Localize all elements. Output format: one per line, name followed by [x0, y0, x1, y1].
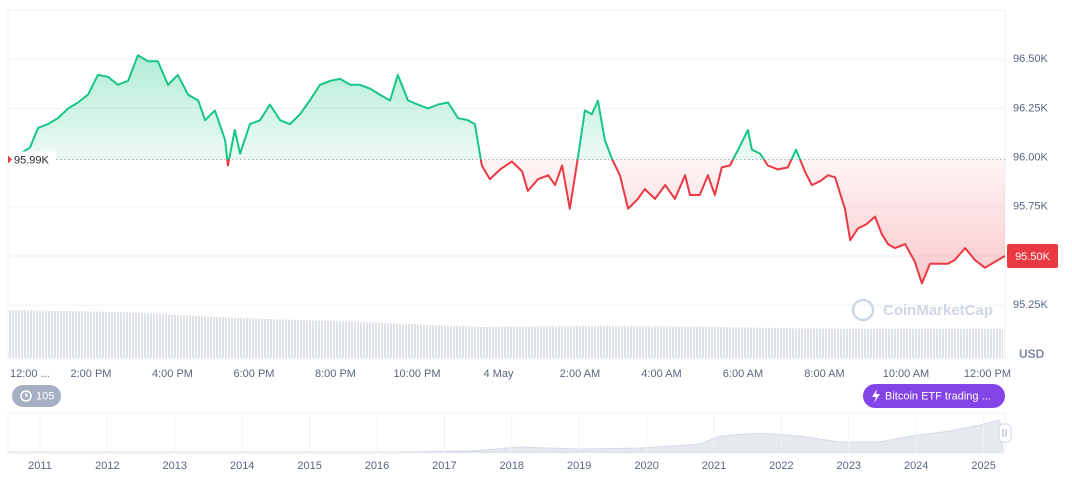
x-tick-label: 8:00 AM — [804, 368, 844, 380]
navigator-year: 2011 — [28, 460, 52, 472]
x-tick-label: 12:00 ... — [10, 368, 50, 380]
y-tick-label: 96.25K — [1013, 102, 1049, 114]
x-tick-label: 4 May — [484, 368, 514, 380]
navigator: 2011 2012 2013 2014 2015 2016 2017 2018 2019 2020… — [7, 412, 1012, 472]
navigator-year: 2012 — [95, 460, 119, 472]
navigator-year: 2015 — [297, 460, 321, 472]
watermark-text: CoinMarketCap — [883, 302, 993, 319]
current-price-tag — [1007, 243, 1058, 268]
reference-label-bg — [8, 151, 56, 168]
navigator-year: 2016 — [365, 460, 389, 472]
y-axis-label: USD — [1019, 347, 1045, 361]
y-tick-label: 95.75K — [1013, 201, 1049, 213]
x-tick-label: 10:00 PM — [393, 368, 440, 380]
event-count: 105 — [36, 390, 54, 402]
volume-band — [8, 310, 1003, 358]
x-tick-label: 6:00 PM — [234, 368, 275, 380]
reference-label: 95.99K — [14, 154, 50, 166]
navigator-year: 2013 — [163, 460, 187, 472]
x-tick-label: 12:00 PM — [964, 368, 1011, 380]
x-tick-label: 6:00 AM — [723, 368, 763, 380]
x-tick-label: 8:00 PM — [315, 368, 356, 380]
x-tick-label: 2:00 PM — [71, 368, 112, 380]
event-count-badge[interactable]: 105 — [12, 385, 61, 407]
navigator-year: 2017 — [432, 460, 456, 472]
watermark: CoinMarketCap — [851, 298, 993, 322]
price-area — [9, 55, 1005, 284]
navigator-year: 2025 — [971, 460, 995, 472]
navigator-year: 2020 — [634, 460, 658, 472]
navigator-year: 2023 — [837, 460, 861, 472]
reference-marker — [8, 155, 12, 164]
current-price-label: 95.50K — [1015, 251, 1051, 263]
x-tick-label: 4:00 AM — [641, 368, 681, 380]
y-tick-label: 95.25K — [1013, 299, 1049, 311]
x-tick-label: 2:00 AM — [560, 368, 600, 380]
x-tick-label: 4:00 PM — [152, 368, 193, 380]
y-tick-label: 96.50K — [1013, 53, 1049, 65]
event-badge-text: Bitcoin ETF trading ... — [885, 390, 991, 402]
navigator-year: 2021 — [702, 460, 726, 472]
plot: 95.99K 95.50K — [8, 54, 1058, 285]
navigator-year: 2024 — [904, 460, 928, 472]
navigator-year: 2022 — [769, 460, 793, 472]
event-badge[interactable]: Bitcoin ETF trading ... — [863, 384, 1005, 408]
price-line — [8, 54, 1006, 285]
navigator-year: 2014 — [230, 460, 254, 472]
x-tick-label: 10:00 AM — [883, 368, 929, 380]
y-tick-label: 96.00K — [1013, 151, 1049, 163]
navigator-year: 2019 — [567, 460, 591, 472]
navigator-year: 2018 — [500, 460, 524, 472]
